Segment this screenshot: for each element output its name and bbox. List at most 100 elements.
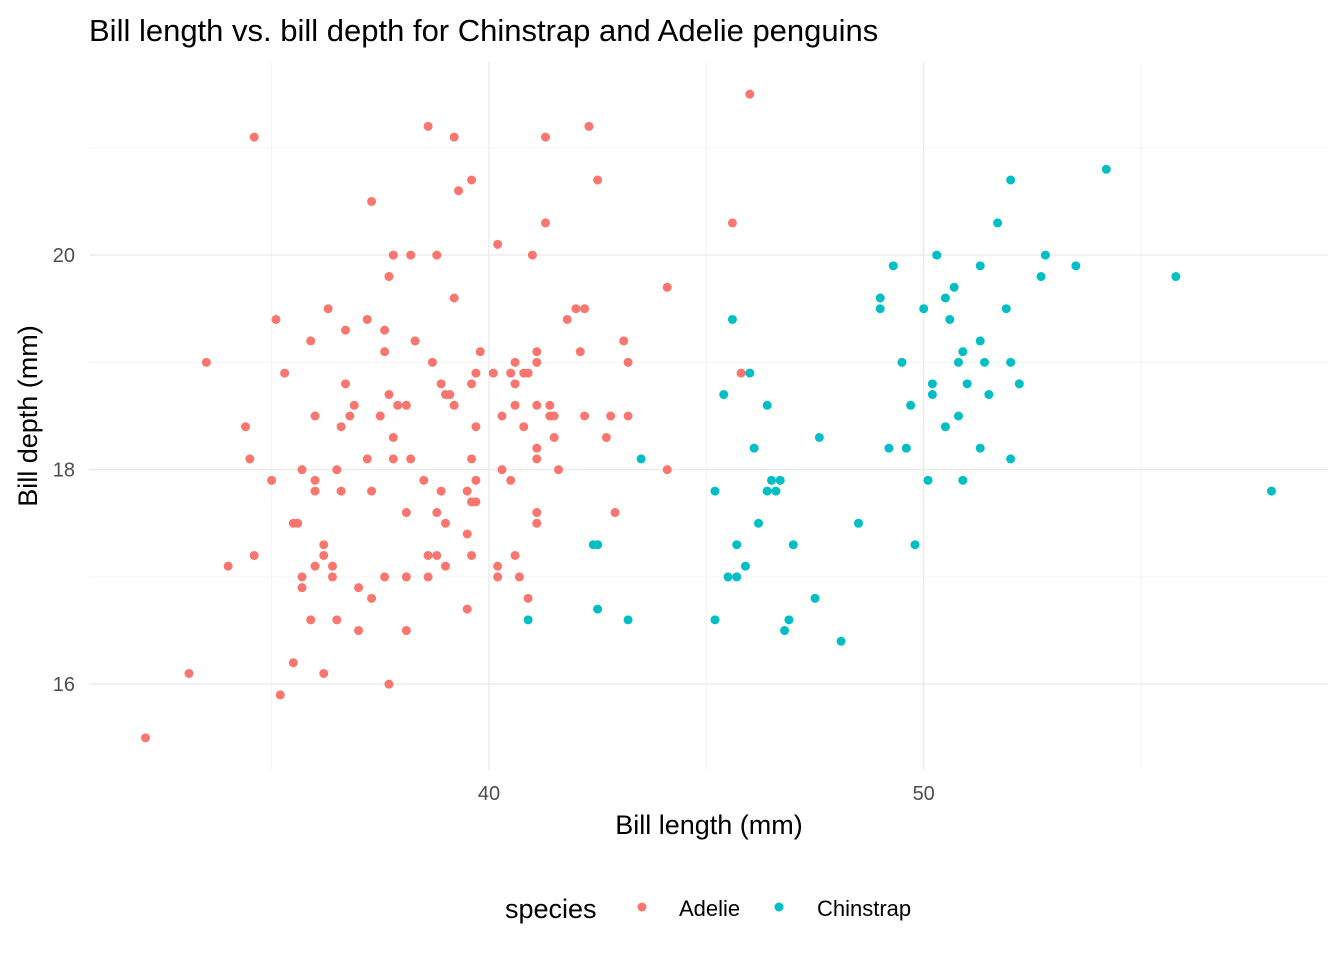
point-adelie: [380, 572, 390, 582]
point-chinstrap: [719, 390, 729, 400]
point-adelie: [745, 89, 755, 99]
point-adelie: [310, 486, 320, 496]
point-adelie: [510, 357, 520, 367]
point-adelie: [549, 432, 559, 442]
point-adelie: [497, 411, 507, 421]
point-adelie: [310, 561, 320, 571]
point-adelie: [336, 422, 346, 432]
point-chinstrap: [732, 572, 742, 582]
point-adelie: [623, 411, 633, 421]
point-chinstrap: [710, 615, 720, 625]
point-adelie: [406, 454, 416, 464]
point-adelie: [319, 668, 329, 678]
point-adelie: [406, 250, 416, 260]
point-chinstrap: [897, 357, 907, 367]
y-tick-label: 18: [53, 460, 75, 482]
point-adelie: [419, 475, 429, 485]
point-adelie: [249, 132, 259, 142]
point-chinstrap: [788, 540, 798, 550]
grid: [89, 62, 1328, 770]
point-chinstrap: [945, 314, 955, 324]
point-adelie: [349, 400, 359, 410]
point-adelie: [280, 368, 290, 378]
point-chinstrap: [723, 572, 733, 582]
point-adelie: [510, 550, 520, 560]
point-adelie: [310, 475, 320, 485]
point-adelie: [519, 422, 529, 432]
point-chinstrap: [814, 432, 824, 442]
point-adelie: [580, 411, 590, 421]
legend-key-adelie: [637, 902, 647, 912]
point-adelie: [445, 390, 455, 400]
point-adelie: [310, 411, 320, 421]
point-adelie: [662, 465, 672, 475]
legend-key-chinstrap: [774, 902, 784, 912]
point-adelie: [367, 486, 377, 496]
point-chinstrap: [749, 443, 759, 453]
point-chinstrap: [958, 475, 968, 485]
point-adelie: [297, 583, 307, 593]
point-adelie: [367, 196, 377, 206]
point-chinstrap: [623, 615, 633, 625]
point-adelie: [506, 368, 516, 378]
point-adelie: [662, 282, 672, 292]
point-adelie: [532, 357, 542, 367]
point-adelie: [384, 679, 394, 689]
point-adelie: [436, 379, 446, 389]
point-adelie: [727, 218, 737, 228]
point-adelie: [532, 443, 542, 453]
point-chinstrap: [888, 261, 898, 271]
point-adelie: [454, 186, 464, 196]
point-adelie: [554, 465, 564, 475]
point-adelie: [467, 175, 477, 185]
point-adelie: [606, 411, 616, 421]
points-layer: [141, 89, 1276, 743]
point-chinstrap: [919, 304, 929, 314]
y-axis-label: Bill depth (mm): [13, 325, 43, 507]
point-adelie: [319, 540, 329, 550]
point-adelie: [562, 314, 572, 324]
point-chinstrap: [940, 293, 950, 303]
x-tick-label: 40: [478, 783, 500, 805]
point-chinstrap: [1101, 164, 1111, 174]
point-adelie: [467, 550, 477, 560]
point-chinstrap: [932, 250, 942, 260]
point-adelie: [319, 550, 329, 560]
point-chinstrap: [767, 475, 777, 485]
point-chinstrap: [1014, 379, 1024, 389]
point-adelie: [523, 368, 533, 378]
point-adelie: [475, 347, 485, 357]
point-adelie: [401, 572, 411, 582]
point-adelie: [345, 411, 355, 421]
point-adelie: [336, 486, 346, 496]
point-chinstrap: [727, 314, 737, 324]
legend-label-adelie: Adelie: [679, 896, 740, 921]
point-adelie: [306, 336, 316, 346]
point-chinstrap: [775, 475, 785, 485]
point-adelie: [449, 293, 459, 303]
point-adelie: [423, 550, 433, 560]
point-adelie: [384, 390, 394, 400]
point-adelie: [584, 121, 594, 131]
point-adelie: [223, 561, 233, 571]
point-adelie: [493, 561, 503, 571]
x-axis-label: Bill length (mm): [615, 810, 803, 840]
point-chinstrap: [927, 379, 937, 389]
point-adelie: [449, 400, 459, 410]
point-chinstrap: [910, 540, 920, 550]
point-adelie: [340, 325, 350, 335]
point-chinstrap: [927, 390, 937, 400]
point-adelie: [545, 400, 555, 410]
point-chinstrap: [901, 443, 911, 453]
point-chinstrap: [975, 336, 985, 346]
legend-title: species: [505, 894, 597, 924]
point-adelie: [306, 615, 316, 625]
point-adelie: [471, 497, 481, 507]
point-adelie: [249, 550, 259, 560]
point-chinstrap: [732, 540, 742, 550]
point-adelie: [362, 314, 372, 324]
point-adelie: [401, 400, 411, 410]
point-adelie: [271, 314, 281, 324]
point-chinstrap: [980, 357, 990, 367]
